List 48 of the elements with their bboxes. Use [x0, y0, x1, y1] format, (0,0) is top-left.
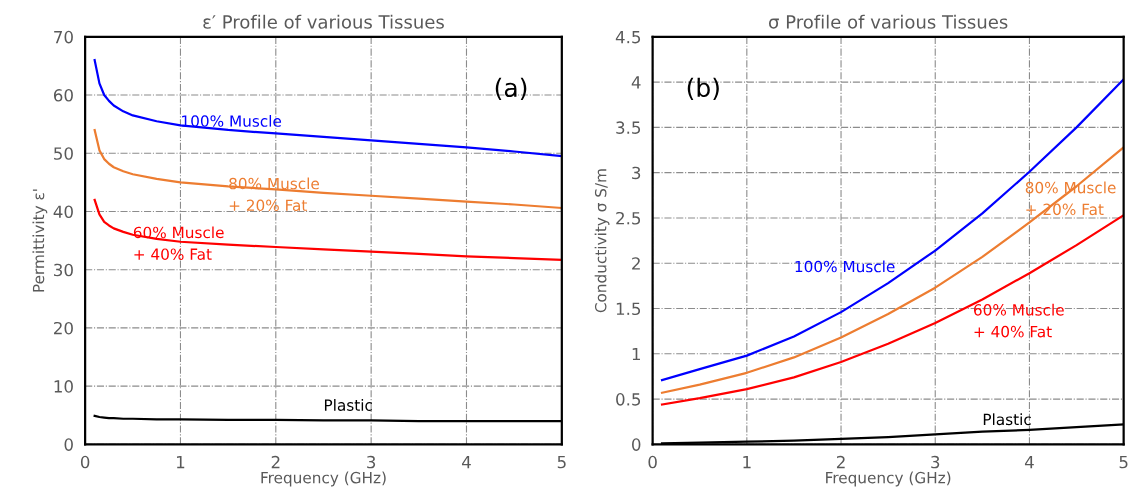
- y-tick-label: 4.5: [615, 31, 641, 44]
- x-tick-label: 0: [80, 455, 90, 469]
- line-series: [660, 78, 1124, 382]
- x-tick-label: 5: [1119, 455, 1128, 469]
- y-tick-label: 3.5: [616, 121, 641, 134]
- x-tick-label: 5: [557, 455, 566, 469]
- annotation: (a): [495, 77, 527, 100]
- series-label: 100% Muscle: [795, 260, 895, 273]
- y-tick-label: 20: [54, 321, 73, 335]
- x-tick-label: 3: [367, 455, 376, 469]
- y-tick-label: 2: [632, 257, 640, 270]
- y-tick-label: 3: [632, 166, 641, 180]
- x-tick-label: 3: [931, 455, 940, 469]
- line-series: [93, 198, 562, 261]
- y-tick-label: 1: [632, 347, 640, 361]
- annotation: (b): [687, 77, 719, 100]
- x-tick-label: 2: [271, 455, 280, 469]
- y-tick-label: 70: [54, 30, 73, 44]
- series-label: Plastic: [983, 413, 1031, 426]
- y-tick-label: 1.5: [616, 302, 641, 316]
- x-tick-label: 1: [743, 455, 751, 469]
- y-tick-label: 10: [54, 380, 73, 393]
- x-tick-label: 0: [648, 455, 657, 469]
- y-axis-title: Permittivity ε': [32, 189, 48, 292]
- y-tick-label: 40: [53, 205, 73, 219]
- y-tick-label: 60: [53, 89, 73, 102]
- line-series: [93, 128, 562, 210]
- x-axis-title: Frequency (GHz): [261, 471, 386, 487]
- y-tick-label: 2.5: [616, 211, 641, 225]
- x-tick-label: 2: [836, 455, 845, 469]
- chart-title: ε′ Profile of various Tissues: [203, 14, 444, 29]
- y-tick-label: 50: [54, 147, 73, 160]
- x-tick-label: 4: [462, 455, 471, 469]
- y-axis-title: Conductivity σ S/m: [594, 169, 610, 313]
- y-tick-label: 0: [64, 438, 73, 451]
- y-tick-label: 30: [54, 263, 73, 277]
- x-tick-label: 4: [1024, 455, 1034, 469]
- series-label: 60% Muscle + 40% Fat: [973, 303, 1064, 338]
- line-series: [660, 146, 1124, 394]
- y-tick-label: 0.5: [616, 393, 641, 406]
- chart-title: σ Profile of various Tissues: [769, 14, 1008, 29]
- line-series: [660, 214, 1124, 406]
- x-axis-title: Frequency (GHz): [826, 471, 951, 487]
- x-tick-label: 1: [176, 455, 185, 469]
- y-tick-label: 4: [631, 76, 641, 89]
- series-label: Plastic: [324, 399, 372, 411]
- line-series: [93, 59, 562, 158]
- y-tick-label: 0: [632, 438, 641, 451]
